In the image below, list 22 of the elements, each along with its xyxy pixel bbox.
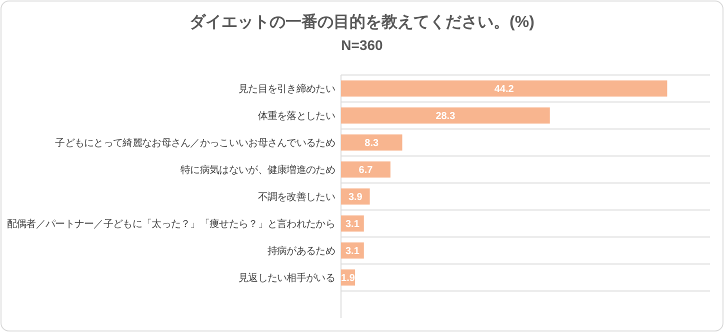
y-tick-label: 体重を落としたい [258, 110, 336, 122]
chart-title: ダイエットの一番の目的を教えてください。(%) [190, 13, 534, 31]
bar [341, 80, 668, 97]
data-label: 1.9 [341, 273, 356, 284]
y-tick-label: 配偶者／パートナー／子どもに「太った？」「痩せたら？」と言われたから [6, 218, 335, 230]
y-tick-label: 持病があるため [267, 245, 336, 257]
y-tick-label: 不調を改善したい [258, 191, 336, 203]
y-tick-label: 見た目を引き締めたい [238, 83, 336, 95]
chart-subtitle: N=360 [341, 37, 384, 53]
data-label: 28.3 [436, 111, 456, 122]
data-label: 3.1 [345, 219, 360, 230]
data-label: 6.7 [358, 165, 374, 176]
data-label: 3.9 [348, 192, 363, 203]
data-label: 44.2 [494, 84, 514, 95]
y-tick-label: 子どもにとって綺麗なお母さん／かっこいいお母さんでいるため [55, 137, 336, 149]
bar [341, 134, 402, 151]
y-tick-label: 見返したい相手がいる [238, 272, 335, 284]
bar [341, 107, 550, 124]
y-tick-label: 特に病気はないが、健康増進のため [180, 164, 336, 176]
data-label: 8.3 [364, 138, 380, 149]
data-label: 3.1 [345, 246, 360, 257]
bar [341, 161, 390, 178]
